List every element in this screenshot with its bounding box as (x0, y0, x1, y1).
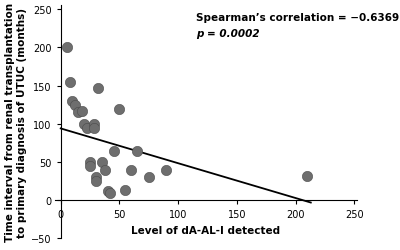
Point (98, 160, 105, 164)
Point (304, 174, 310, 178)
Point (163, 168, 170, 172)
Point (146, 176, 152, 180)
Point (81, 122, 87, 126)
Point (63, 46, 70, 50)
Point (95, 86, 102, 90)
Point (128, 168, 134, 172)
Point (110, 149, 117, 153)
Point (69, 100, 76, 103)
Point (75, 111, 82, 115)
Point (72, 103, 78, 107)
Point (90, 122, 97, 126)
X-axis label: Level of dA-AL-I detected: Level of dA-AL-I detected (131, 225, 280, 235)
Point (102, 168, 108, 172)
Point (79, 110, 85, 114)
Point (93, 176, 99, 180)
Point (87, 164, 93, 168)
Point (90, 126, 97, 130)
Point (122, 188, 128, 192)
Point (104, 189, 111, 193)
Point (67, 80, 73, 84)
Point (107, 191, 113, 195)
Point (116, 107, 122, 111)
Text: Spearman’s correlation = −0.6369: Spearman’s correlation = −0.6369 (196, 12, 399, 22)
Y-axis label: Time interval from renal transplantation
to primary diagnosis of UTUC (months): Time interval from renal transplantation… (5, 3, 27, 242)
Text: p = 0.0002: p = 0.0002 (196, 29, 259, 39)
Point (87, 160, 93, 164)
Point (93, 180, 99, 184)
Point (83, 126, 90, 130)
Point (134, 149, 140, 153)
